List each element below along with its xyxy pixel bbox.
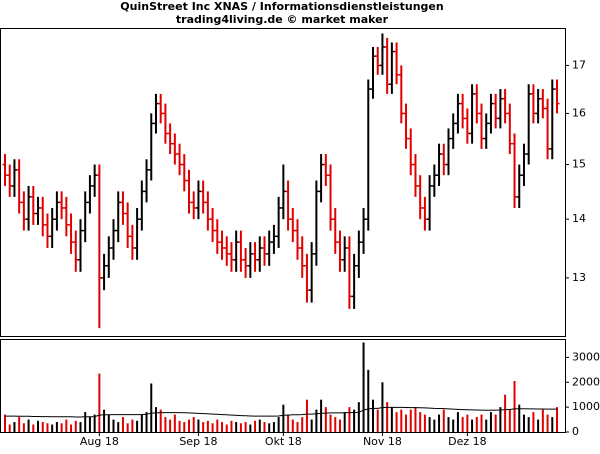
x-tick-label: Dez 18 <box>448 435 487 448</box>
y2-tick-label: 0 <box>572 425 579 438</box>
y2-tick-label: 1000 <box>572 400 600 413</box>
x-tick-label: Aug 18 <box>80 435 119 448</box>
x-tick-label: Okt 18 <box>265 435 302 448</box>
volume-average-line <box>5 406 557 418</box>
x-tick-label: Sep 18 <box>179 435 217 448</box>
chart-subtitle: trading4living.de © market maker <box>176 13 389 26</box>
y2-tick-label: 3000 <box>572 350 600 363</box>
y-tick-label: 13 <box>572 271 586 284</box>
x-tick-label: Nov 18 <box>363 435 402 448</box>
y2-tick-label: 2000 <box>572 375 600 388</box>
price-panel <box>0 28 566 337</box>
y-tick-label: 15 <box>572 158 586 171</box>
y-tick-label: 16 <box>572 106 586 119</box>
y-tick-label: 14 <box>572 212 586 225</box>
y-tick-label: 17 <box>572 58 586 71</box>
chart-title: QuinStreet Inc XNAS / Informationsdienst… <box>120 0 443 13</box>
